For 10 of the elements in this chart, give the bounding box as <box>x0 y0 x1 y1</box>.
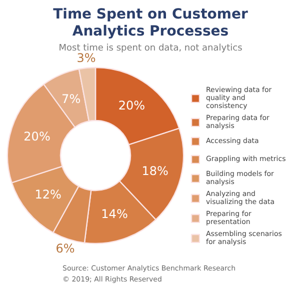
chart-subtitle: Most time is spent on data, not analytics <box>58 44 243 54</box>
data-label: 6% <box>56 242 75 256</box>
data-label: 20% <box>24 129 50 144</box>
data-label: 20% <box>118 98 145 113</box>
data-label: 3% <box>76 50 96 65</box>
data-label: 18% <box>142 164 168 178</box>
data-label: 14% <box>101 206 128 221</box>
chart-title: Time Spent on Customer Analytics Processes <box>53 6 248 40</box>
data-label: 12% <box>34 188 62 202</box>
data-label: 7% <box>62 92 81 106</box>
